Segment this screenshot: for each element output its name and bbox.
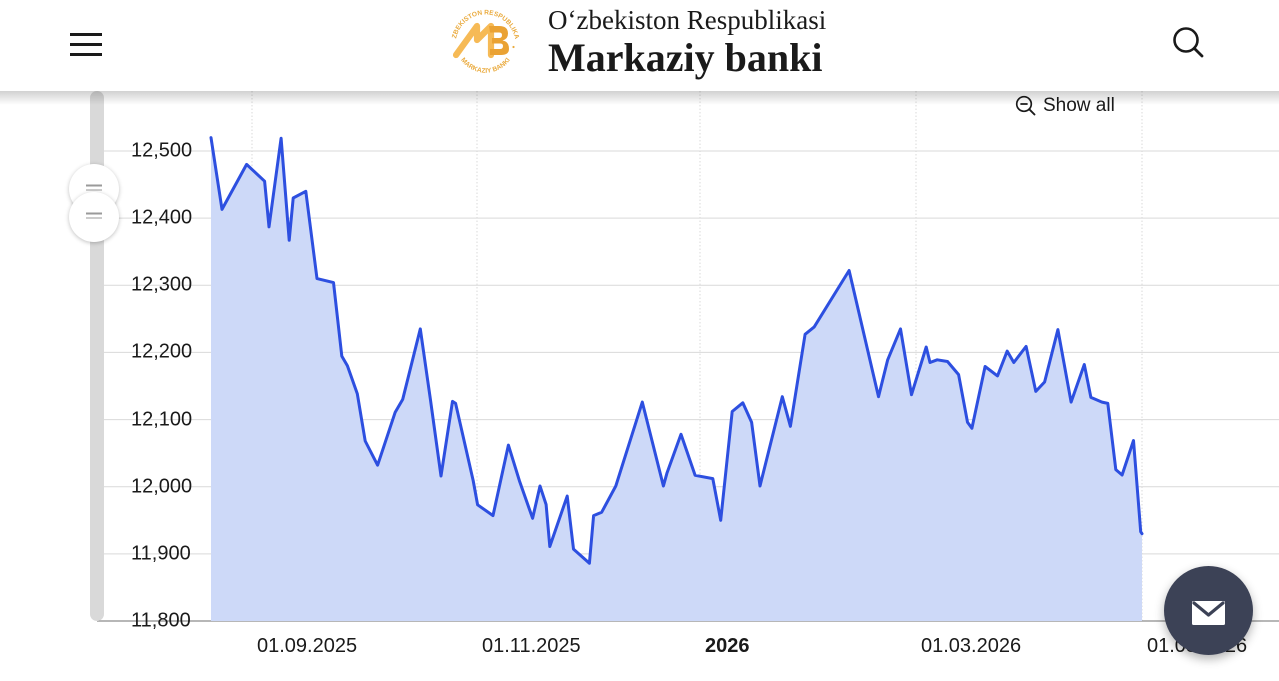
svg-text:MARKAZIY BANKI: MARKAZIY BANKI xyxy=(459,57,512,75)
